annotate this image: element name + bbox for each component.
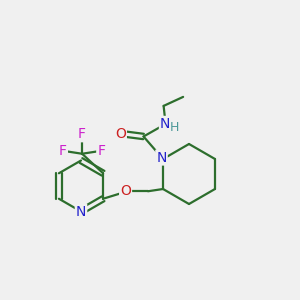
Text: N: N <box>76 205 86 218</box>
Text: F: F <box>59 144 67 158</box>
Text: F: F <box>78 127 86 141</box>
Text: O: O <box>115 127 126 141</box>
Text: N: N <box>156 151 167 164</box>
Text: H: H <box>170 121 179 134</box>
Text: F: F <box>97 144 105 158</box>
Text: N: N <box>160 117 170 131</box>
Text: O: O <box>120 184 131 198</box>
